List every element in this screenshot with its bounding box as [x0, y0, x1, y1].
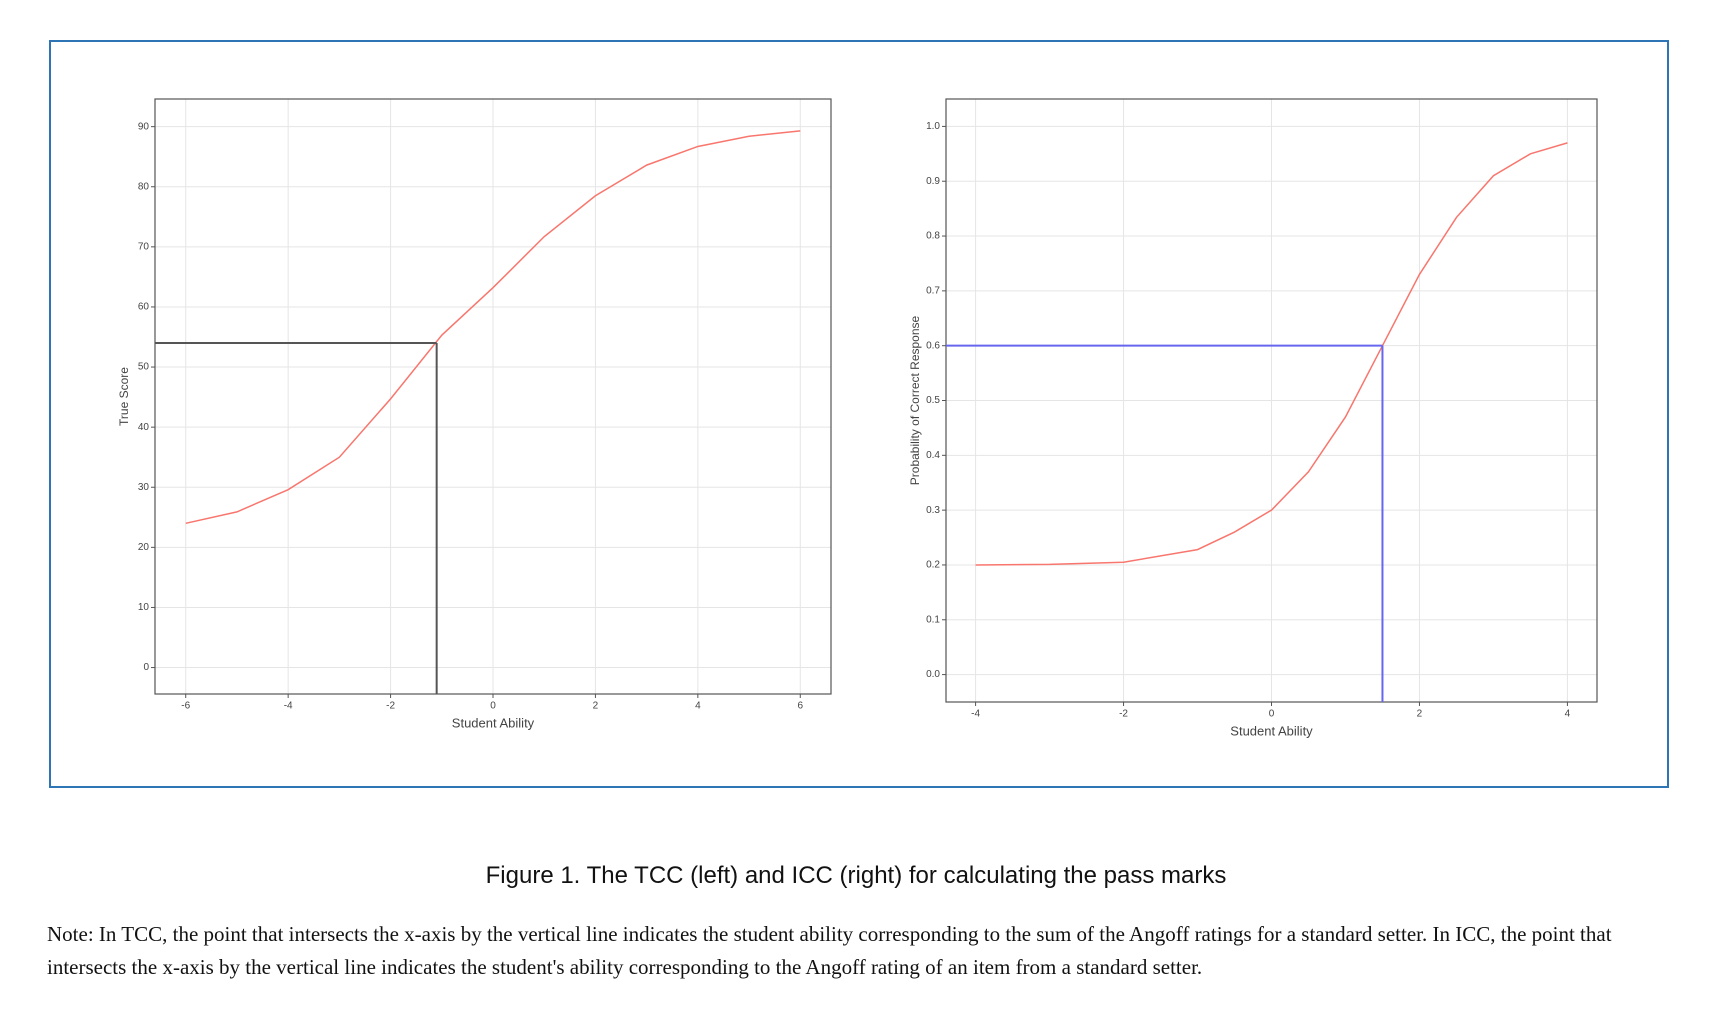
figure-frame	[49, 40, 1669, 788]
y-tick-label: 70	[138, 241, 150, 252]
x-tick-label: -2	[386, 701, 395, 712]
x-tick-label: 4	[695, 701, 701, 712]
x-tick-label: 2	[1417, 709, 1423, 720]
x-tick-label: 0	[490, 701, 496, 712]
y-tick-label: 0.8	[926, 231, 940, 242]
curve	[185, 130, 801, 525]
x-tick-label: -4	[284, 701, 293, 712]
y-tick-label: 0.3	[926, 505, 940, 516]
y-tick-label: 0.0	[926, 669, 940, 680]
y-tick-label: 0.2	[926, 560, 940, 571]
y-tick-label: 0.7	[926, 286, 940, 297]
y-tick-label: 0	[143, 662, 149, 673]
y-axis-title: True Score	[117, 367, 131, 426]
x-tick-label: 0	[1269, 709, 1275, 720]
x-tick-label: -2	[1119, 709, 1128, 720]
y-tick-label: 0.4	[926, 450, 940, 461]
note: Note: In TCC, the point that intersects …	[47, 922, 1612, 979]
x-axis-title: Student Ability	[1230, 723, 1313, 738]
plot-border	[154, 98, 832, 695]
y-axis-title: Probability of Correct Response	[908, 315, 922, 485]
y-tick-label: 20	[138, 542, 150, 553]
y-tick-label: 30	[138, 482, 150, 493]
y-tick-label: 40	[138, 422, 150, 433]
x-tick-label: 6	[797, 701, 803, 712]
y-tick-label: 0.9	[926, 176, 940, 187]
x-tick-label: -4	[971, 709, 980, 720]
y-tick-label: 0.1	[926, 614, 940, 625]
plot-border	[945, 98, 1598, 703]
x-axis-title: Student Ability	[452, 715, 535, 730]
y-tick-label: 60	[138, 302, 150, 313]
y-tick-label: 1.0	[926, 121, 940, 132]
x-tick-label: 2	[593, 701, 599, 712]
curve	[975, 142, 1568, 566]
y-tick-label: 0.5	[926, 395, 940, 406]
y-tick-label: 80	[138, 181, 150, 192]
y-tick-label: 0.6	[926, 340, 940, 351]
x-tick-label: -6	[181, 701, 190, 712]
y-tick-label: 50	[138, 362, 150, 373]
y-tick-label: 90	[138, 121, 150, 132]
caption: Figure 1. The TCC (left) and ICC (right)…	[485, 862, 1227, 889]
y-tick-label: 10	[138, 602, 150, 613]
x-tick-label: 4	[1565, 709, 1571, 720]
